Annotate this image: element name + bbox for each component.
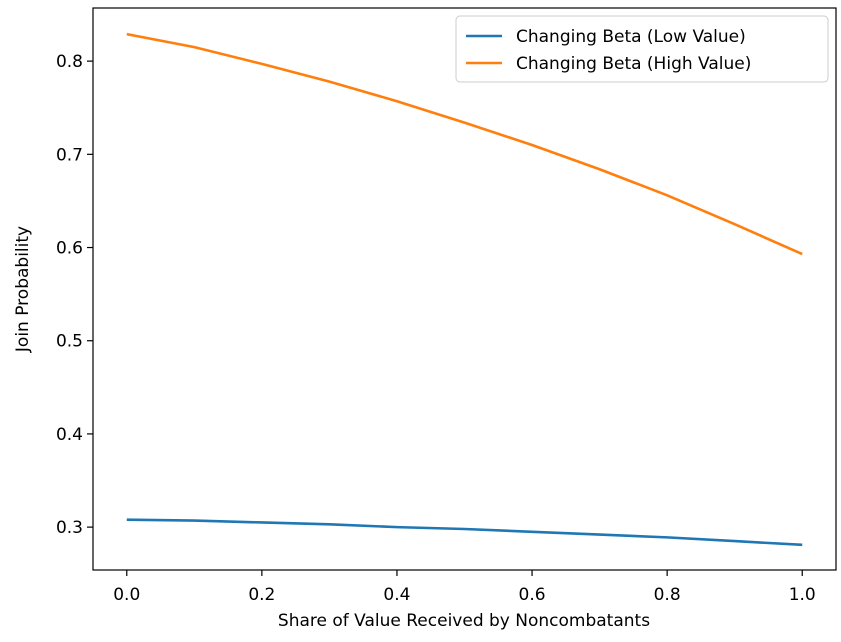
x-tick-label: 0.6 [519, 585, 546, 605]
x-tick-label: 0.4 [383, 585, 410, 605]
plot-frame [92, 7, 837, 571]
y-tick-label: 0.8 [56, 52, 83, 72]
line-series [126, 32, 803, 256]
y-tick-label: 0.3 [56, 518, 83, 538]
legend-label: Changing Beta (Low Value) [516, 27, 746, 47]
y-tick-label: 0.6 [56, 239, 83, 259]
x-tick-label: 1.0 [789, 585, 816, 605]
y-tick-label: 0.5 [56, 332, 83, 352]
y-tick-label: 0.7 [56, 145, 83, 165]
x-tick-label: 0.2 [248, 585, 275, 605]
x-tick-label: 0.0 [113, 585, 140, 605]
y-tick-label: 0.4 [56, 425, 83, 445]
line-series [126, 518, 803, 547]
legend-box [455, 15, 829, 83]
legend-label: Changing Beta (High Value) [516, 54, 751, 74]
x-tick-label: 0.8 [654, 585, 681, 605]
y-axis-label: Join Probability [13, 226, 33, 353]
x-axis-label: Share of Value Received by Noncombatants [278, 611, 650, 631]
